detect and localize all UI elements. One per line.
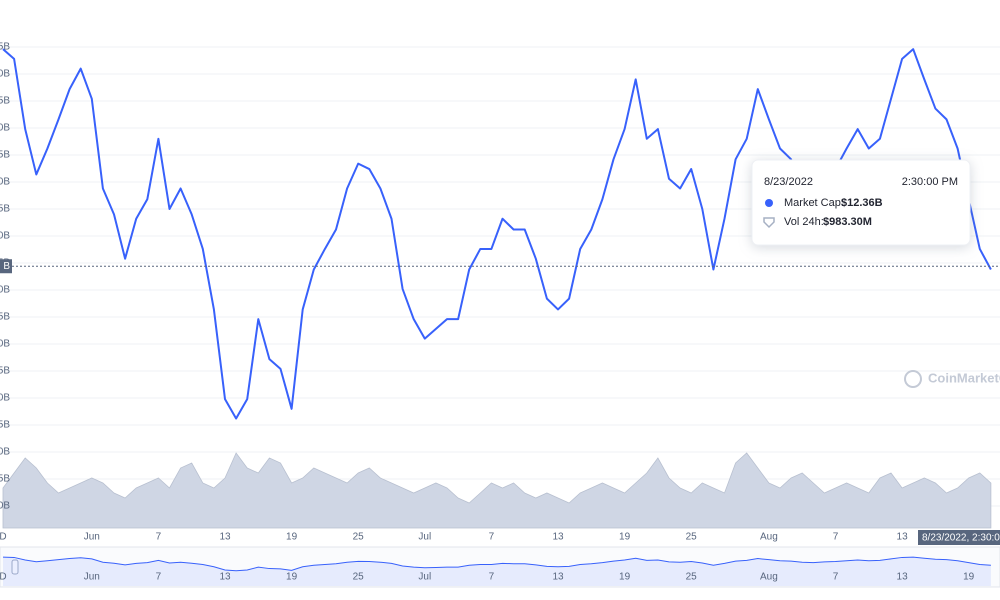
y-tick-label: 0B bbox=[0, 339, 10, 350]
x-tick-label: 13 bbox=[219, 532, 231, 543]
navigator-tick-label: D bbox=[0, 572, 7, 583]
navigator-handle[interactable] bbox=[11, 559, 19, 575]
navigator-tick-label: 25 bbox=[686, 572, 698, 583]
navigator-tick-label: 19 bbox=[286, 572, 298, 583]
y-tick-label: 5B bbox=[0, 420, 10, 431]
navigator-tick-label: 13 bbox=[219, 572, 231, 583]
watermark-text: CoinMarketC bbox=[928, 370, 1000, 385]
tooltip-value: $983.30M bbox=[823, 216, 872, 228]
navigator-layer: D Jun 7 13 19 25 Jul 7 13 19 25 Aug 7 13 19 bbox=[0, 556, 991, 586]
y-tick-label: 5B bbox=[0, 204, 10, 215]
y-tick-label: 0B bbox=[0, 285, 10, 296]
tooltip-date: 8/23/2022 bbox=[764, 176, 813, 188]
x-tick-label: D bbox=[0, 532, 7, 543]
tooltip-volume-icon bbox=[763, 217, 775, 229]
navigator-line bbox=[2, 556, 991, 572]
navigator-tick-label: 7 bbox=[489, 572, 495, 583]
price-tag-label: B bbox=[3, 261, 10, 272]
y-tick-label: 5B bbox=[0, 96, 10, 107]
y-tick-label: 5B bbox=[0, 42, 10, 53]
y-tick-label: 0B bbox=[0, 123, 10, 134]
x-tick-label: 19 bbox=[619, 532, 631, 543]
tooltip-value: $12.36B bbox=[841, 197, 883, 209]
x-tick-label: 7 bbox=[489, 532, 495, 543]
y-tick-label: 0B bbox=[0, 501, 10, 512]
y-tick-label: 5B bbox=[0, 366, 10, 377]
x-tick-label: 19 bbox=[286, 532, 298, 543]
tooltip: 8/23/2022 2:30:00 PM Market Cap: $12.36B… bbox=[751, 159, 971, 246]
x-tick-label: 25 bbox=[353, 532, 365, 543]
axes: 0B5B0B5B0B5B0B5B0B5B0B5B0B5B0B5B0B5BDJun… bbox=[0, 42, 975, 543]
watermark: CoinMarketC bbox=[904, 370, 1000, 388]
x-tick-label: 7 bbox=[833, 532, 839, 543]
navigator-tick-label: 7 bbox=[156, 572, 162, 583]
tooltip-marker bbox=[765, 199, 773, 207]
y-tick-label: 0B bbox=[0, 69, 10, 80]
price-tag-box bbox=[0, 259, 12, 274]
crosshair-tag-box bbox=[918, 530, 1000, 545]
y-tick-label: 5B bbox=[0, 474, 10, 485]
tooltip-time: 2:30:00 PM bbox=[902, 176, 958, 188]
navigator-tick-label: 13 bbox=[552, 572, 564, 583]
y-tick-label: 0B bbox=[0, 177, 10, 188]
y-tick-label: 5B bbox=[0, 312, 10, 323]
volume-area bbox=[2, 452, 992, 529]
x-tick-label: 7 bbox=[156, 532, 162, 543]
y-tick-label: 5B bbox=[0, 150, 10, 161]
navigator-tick-label: 13 bbox=[897, 572, 909, 583]
navigator-tick-label: Jul bbox=[418, 572, 431, 583]
y-tick-label: 0B bbox=[0, 231, 10, 242]
navigator-tick-label: 19 bbox=[963, 572, 975, 583]
volume-layer bbox=[2, 452, 992, 529]
navigator-tick-label: Jun bbox=[84, 572, 100, 583]
tooltip-label: Vol 24h: bbox=[784, 216, 824, 228]
watermark-logo bbox=[904, 370, 922, 388]
navigator-tick-label: Aug bbox=[760, 572, 778, 583]
tooltip-label: Market Cap: bbox=[784, 197, 844, 209]
navigator-tick-label: 19 bbox=[619, 572, 631, 583]
price-tag-layer: B bbox=[0, 259, 1000, 274]
x-tick-label: Jun bbox=[84, 532, 100, 543]
navigator[interactable] bbox=[0, 546, 1000, 588]
grid bbox=[0, 46, 1000, 507]
y-tick-label: 0B bbox=[0, 393, 10, 404]
tooltip-box bbox=[751, 159, 971, 246]
x-tick-label: 25 bbox=[686, 532, 698, 543]
x-tick-label: 13 bbox=[552, 532, 564, 543]
crosshair-tag-text: 8/23/2022, 2:30:00 bbox=[922, 533, 1000, 544]
y-tick-label: 0B bbox=[0, 447, 10, 458]
navigator-tick-label: 7 bbox=[833, 572, 839, 583]
navigator-area bbox=[3, 557, 991, 586]
navigator-tick-label: 25 bbox=[353, 572, 365, 583]
x-tick-label: 13 bbox=[897, 532, 909, 543]
x-tick-label: Jul bbox=[418, 532, 431, 543]
x-tick-label: Aug bbox=[760, 532, 778, 543]
crosshair-tag: 8/23/2022, 2:30:00 bbox=[918, 530, 1000, 545]
